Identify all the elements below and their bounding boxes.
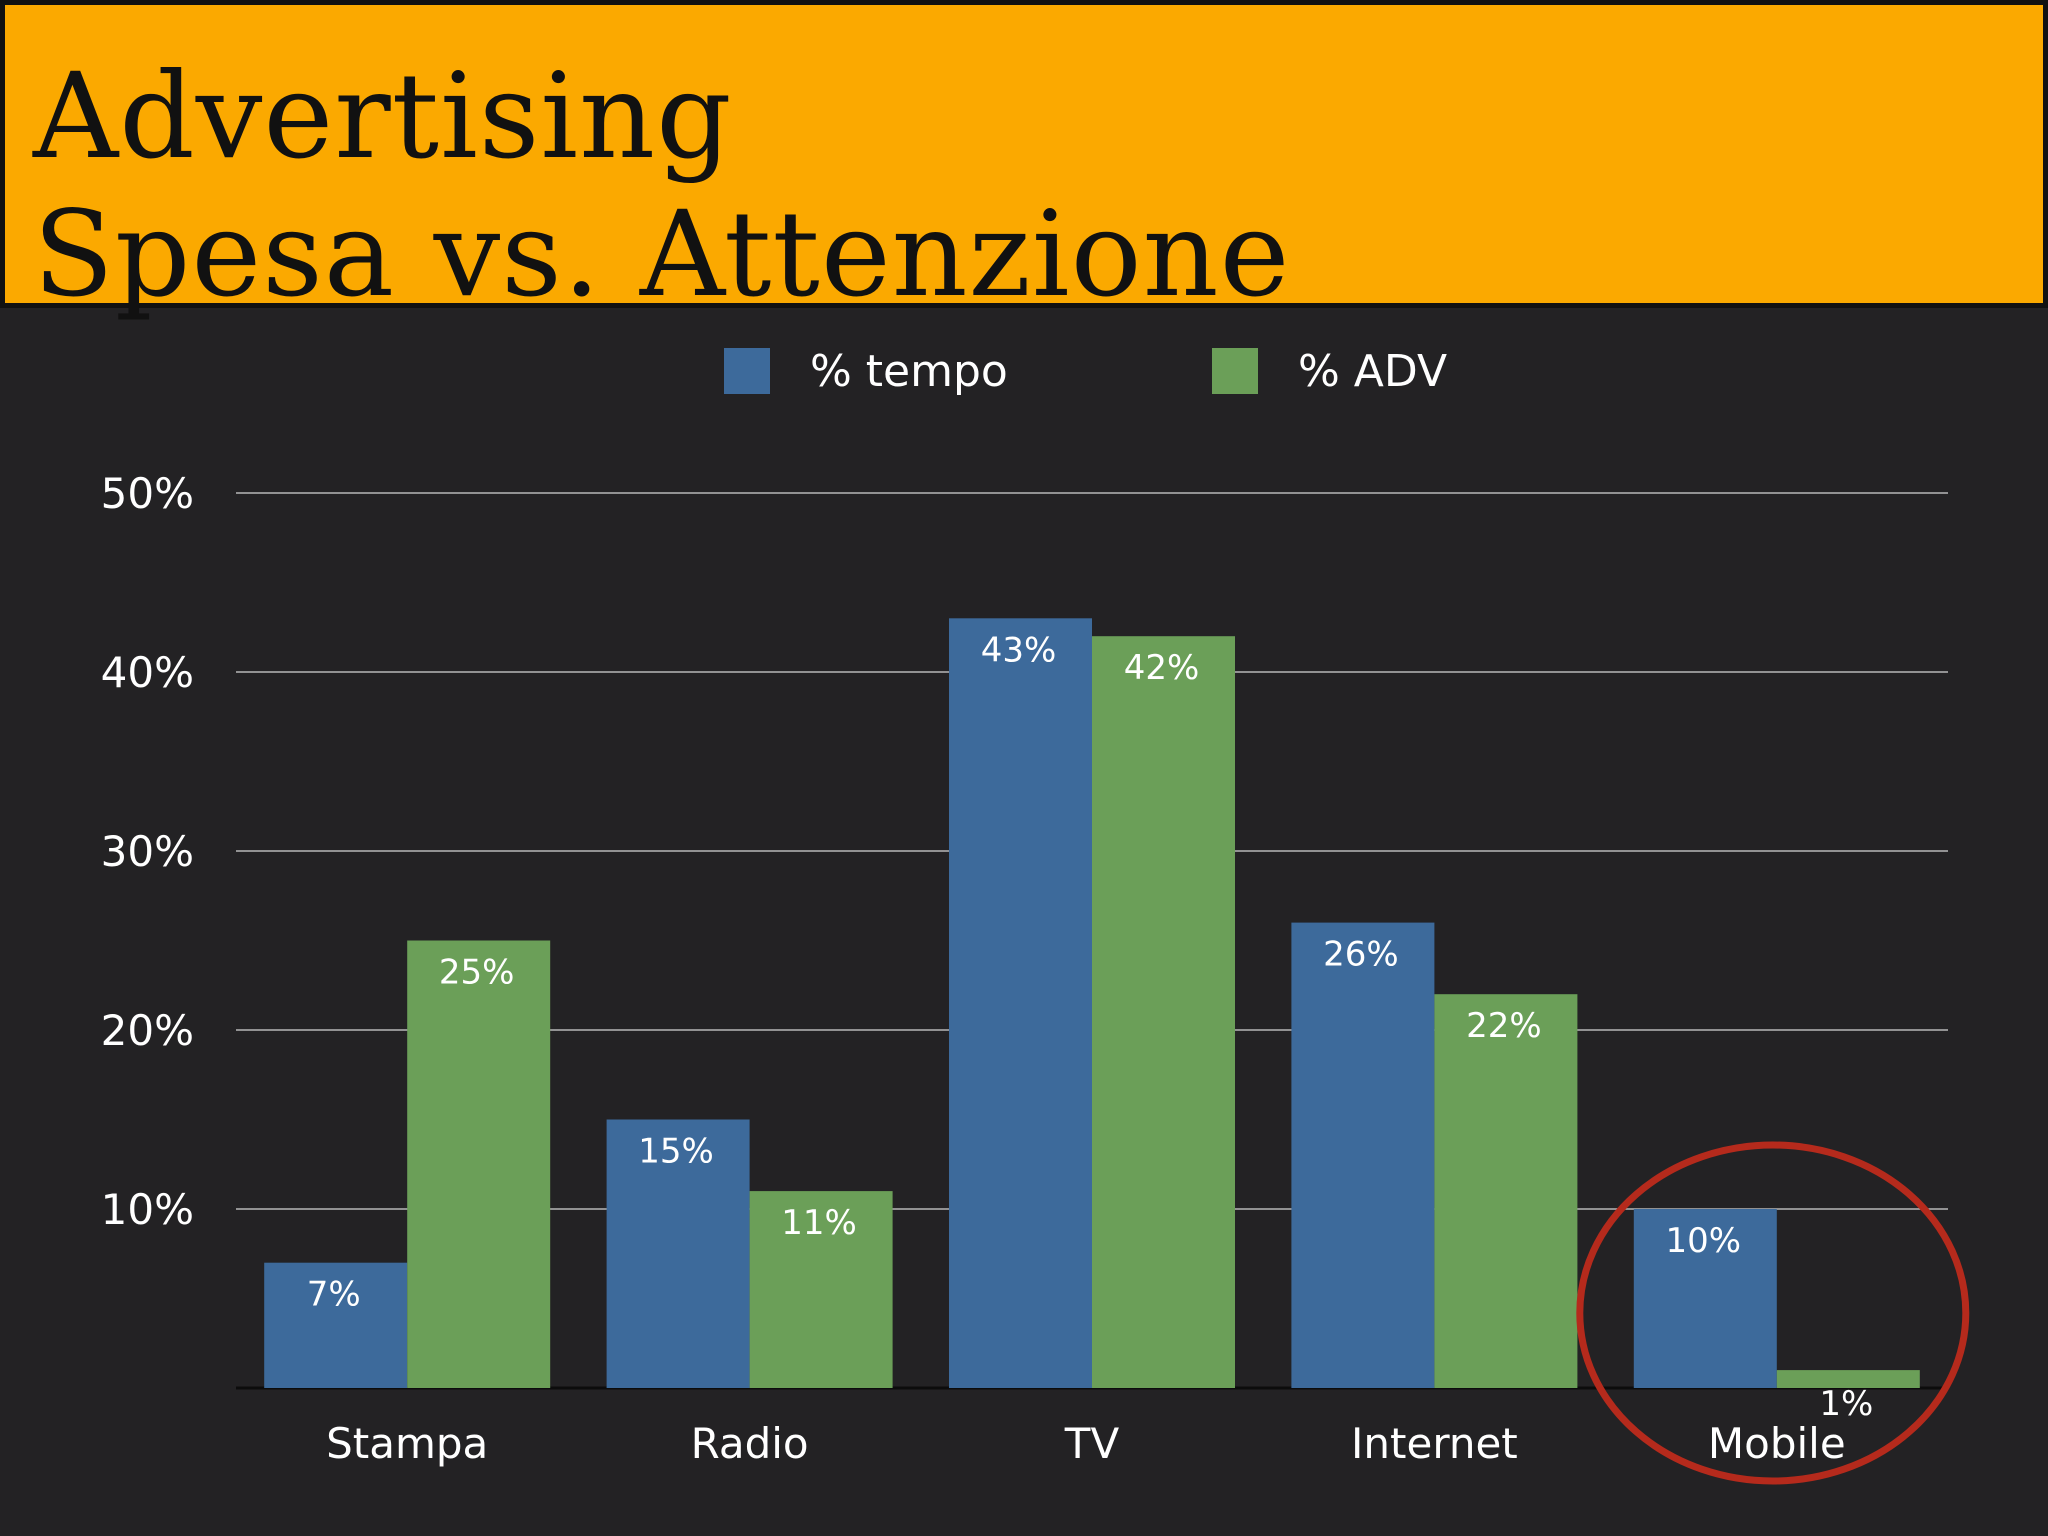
bar-mobile-tempo <box>1633 1209 1777 1388</box>
data-label-mobile-tempo: 10% <box>1666 1221 1742 1261</box>
highlight-layer <box>1576 1141 1970 1485</box>
x-tick-label-internet: Internet <box>1351 1419 1518 1468</box>
title-banner: Advertising Spesa vs. Attenzione <box>0 0 2048 313</box>
x-tick-label-stampa: Stampa <box>326 1419 488 1468</box>
bar-mobile-adv <box>1776 1370 1920 1388</box>
legend-swatch-tempo <box>724 348 770 394</box>
data-label-radio-adv: 11% <box>781 1203 857 1243</box>
data-label-stampa-tempo: 7% <box>307 1275 361 1315</box>
bar-tv-tempo <box>949 618 1092 1388</box>
data-label-tv-adv: 42% <box>1124 648 1200 688</box>
y-tick-label: 30% <box>101 827 194 876</box>
data-label-mobile-adv: 1% <box>1819 1384 1873 1424</box>
y-tick-label: 40% <box>101 648 194 697</box>
x-tick-label-tv: TV <box>1064 1419 1120 1468</box>
bar-stampa-adv <box>407 940 551 1388</box>
legend-swatch-adv <box>1212 348 1258 394</box>
x-tick-label-radio: Radio <box>691 1419 809 1468</box>
y-tick-label: 50% <box>101 469 194 518</box>
bar-internet-tempo <box>1291 922 1435 1388</box>
data-label-tv-tempo: 43% <box>981 630 1057 670</box>
data-labels: 7% 25% 15% 11% 43% 42% 26% 22% 10% 1% <box>307 630 1874 1424</box>
x-axis: Stampa Radio TV Internet Mobile <box>326 1419 1846 1468</box>
bar-radio-adv <box>749 1191 893 1388</box>
bar-internet-adv <box>1434 994 1578 1388</box>
legend-label-tempo: % tempo <box>810 346 1008 397</box>
data-label-internet-tempo: 26% <box>1323 935 1399 975</box>
y-tick-label: 10% <box>101 1185 194 1234</box>
legend-label-adv: % ADV <box>1298 346 1447 397</box>
data-label-radio-tempo: 15% <box>638 1132 714 1172</box>
data-label-internet-adv: 22% <box>1466 1006 1542 1046</box>
bars <box>264 618 1920 1388</box>
title-line-2: Spesa vs. Attenzione <box>33 185 1291 323</box>
data-label-stampa-adv: 25% <box>439 953 515 993</box>
bar-chart: % tempo % ADV 10% 20% 30% 40% 50% 7% 25% 15% 11%… <box>101 346 1970 1485</box>
y-tick-label: 20% <box>101 1006 194 1055</box>
x-tick-label-mobile: Mobile <box>1708 1419 1846 1468</box>
bar-tv-adv <box>1092 636 1235 1388</box>
title-line-1: Advertising <box>33 47 733 185</box>
bar-radio-tempo <box>606 1119 750 1388</box>
bar-stampa-tempo <box>264 1262 408 1388</box>
highlight-circle <box>1576 1141 1970 1485</box>
y-axis: 10% 20% 30% 40% 50% <box>101 469 194 1234</box>
legend: % tempo % ADV <box>724 346 1447 397</box>
